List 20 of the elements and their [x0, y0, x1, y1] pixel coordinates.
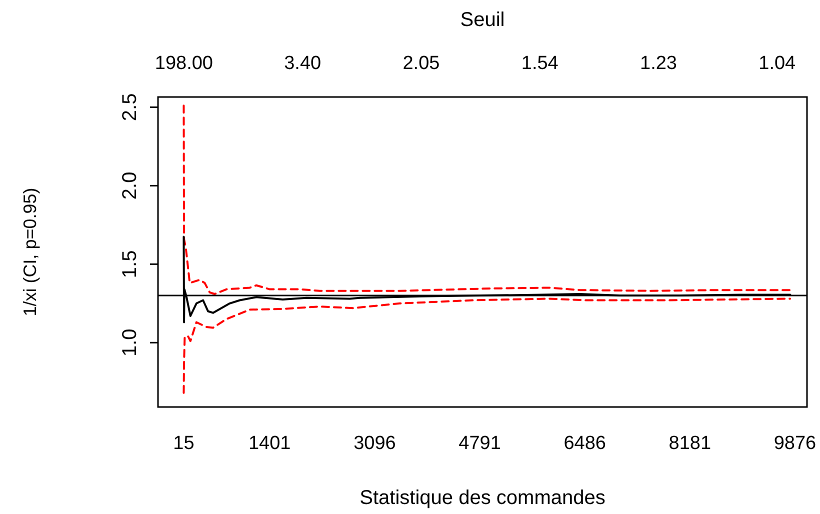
y-axis-title: 1/xi (CI, p=0.95) [20, 188, 40, 316]
x-tick-label: 8181 [668, 433, 712, 454]
y-tick-label: 2.0 [119, 172, 141, 200]
y-tick-label: 2.5 [119, 93, 141, 122]
text: 1.23 [640, 53, 677, 74]
x-tick-label: 15 [173, 433, 194, 454]
y-tick-label: 1.0 [119, 328, 141, 357]
text: 3.40 [284, 53, 322, 74]
y-tick-label: 1.5 [119, 250, 141, 278]
x-tick-label: 1401 [248, 433, 291, 454]
text: 1.54 [521, 53, 559, 74]
x-tick-label: 3096 [354, 433, 396, 454]
x-tick-label: 4791 [458, 433, 501, 454]
x-axis-title: Statistique des commandes [360, 487, 606, 509]
text: 198.00 [154, 53, 214, 74]
x2-axis-title: Seuil [460, 9, 505, 31]
x-tick-label: 6486 [564, 433, 606, 454]
text: 2.05 [402, 53, 440, 74]
text: 1.04 [758, 53, 796, 74]
x-tick-label: 9876 [774, 433, 816, 454]
